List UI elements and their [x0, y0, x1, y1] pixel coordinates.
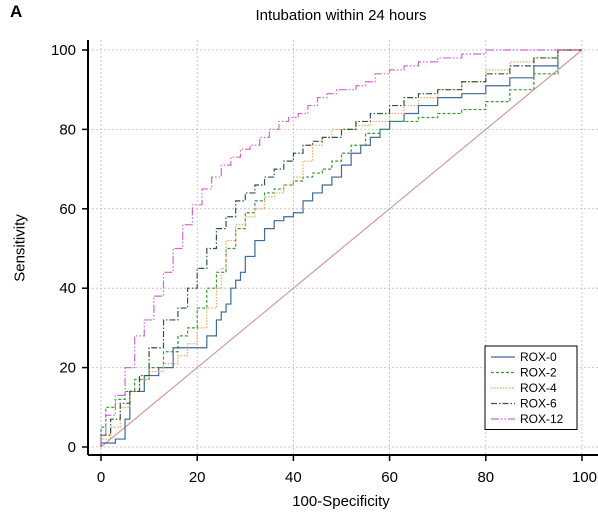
series-line-rox-12	[100, 49, 582, 447]
chart-title: Intubation within 24 hours	[255, 7, 427, 24]
y-tick-label: 100	[51, 42, 76, 59]
x-axis-label: 100-Specificity	[292, 493, 390, 510]
y-tick-label: 20	[59, 360, 76, 377]
legend-entry: ROX-12	[520, 412, 564, 426]
x-tick-label: 80	[477, 469, 494, 486]
panel-letter: A	[10, 2, 23, 21]
legend-entry: ROX-2	[520, 366, 557, 380]
x-tick-label: 60	[381, 469, 398, 486]
legend-entry: ROX-0	[520, 350, 557, 364]
reference-diagonal	[100, 49, 583, 448]
series-line-rox-2	[100, 49, 582, 447]
y-tick-label: 0	[68, 439, 76, 456]
x-tick-label: 20	[189, 469, 206, 486]
legend-entry: ROX-4	[520, 381, 557, 395]
y-tick-label: 60	[59, 201, 76, 218]
series-line-rox-6	[100, 49, 582, 447]
x-tick-label: 100	[572, 469, 597, 486]
series-line-rox-4	[100, 49, 582, 447]
series-line-rox-0	[100, 49, 582, 447]
x-tick-label: 0	[97, 469, 105, 486]
x-tick-label: 40	[285, 469, 302, 486]
legend-entry: ROX-6	[520, 397, 557, 411]
y-tick-label: 80	[59, 121, 76, 138]
y-tick-label: 40	[59, 280, 76, 297]
